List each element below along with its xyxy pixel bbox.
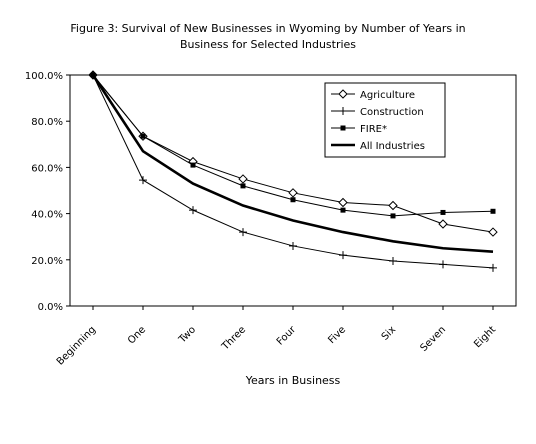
x-tick-label: One [126,324,148,346]
data-point [190,162,196,168]
chart-title-line: Business for Selected Industries [180,38,356,51]
plot-series [88,70,498,272]
series-line [91,74,494,254]
x-tick-label: Six [380,324,398,342]
legend-label: Agriculture [360,90,415,101]
chart-title: Figure 3: Survival of New Businesses in … [70,22,465,51]
data-point [290,197,296,203]
x-tick-label: Beginning [55,324,98,367]
data-point [438,219,448,229]
data-point [339,251,347,260]
data-point [140,133,146,139]
data-point [388,200,398,211]
data-point [340,207,346,213]
data-point [239,228,247,237]
x-tick-label: Three [219,324,248,353]
x-tick-label: Seven [418,324,448,354]
legend-label: Construction [360,107,424,118]
legend-item: Agriculture [331,89,415,101]
data-point [189,206,197,215]
data-point [390,213,396,219]
y-tick-label: 80.0% [31,117,63,128]
data-point [288,188,298,198]
y-tick-label: 0.0% [38,302,63,313]
x-tick-label: Two [176,324,198,346]
data-point [139,176,147,185]
data-point [440,209,446,215]
data-point [238,174,248,184]
data-point [389,256,397,265]
legend-swatch-marker [338,89,348,99]
x-tick-label: Four [275,324,299,348]
legend-item: Construction [331,107,424,118]
y-tick-label: 60.0% [31,163,63,174]
legend-swatch-marker [339,107,347,115]
legend-item: FIRE* [331,124,387,135]
legend-label: All Industries [360,141,425,152]
data-point [489,263,497,272]
series-construction [89,71,497,272]
data-point [439,260,447,269]
y-tick-label: 100.0% [25,71,63,82]
data-point [289,241,297,250]
data-point [338,197,348,208]
series-all-industries [91,74,494,254]
legend-item: All Industries [331,141,425,152]
data-point [488,227,498,237]
data-point [490,208,496,214]
x-tick-label: Five [326,324,348,346]
chart-title-line: Figure 3: Survival of New Businesses in … [70,22,465,35]
chart-legend: Agriculture Construction FIRE* All Industri… [324,82,446,158]
x-axis-title: Years in Business [245,374,341,387]
legend-swatch-marker [340,125,346,131]
y-tick-label: 40.0% [31,210,63,221]
data-point [240,183,246,189]
x-tick-label: Eight [472,324,498,350]
legend-label: FIRE* [360,124,387,135]
y-tick-label: 20.0% [31,256,63,267]
